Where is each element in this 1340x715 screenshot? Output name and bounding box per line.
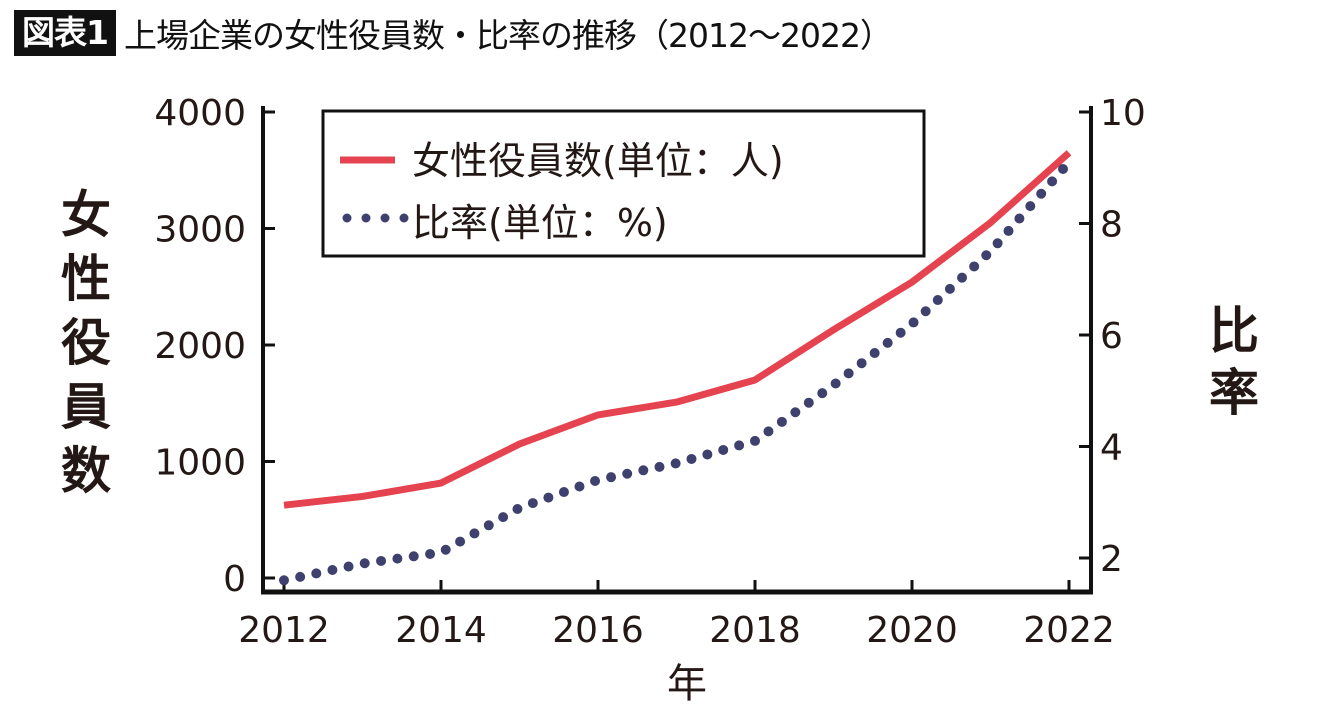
y-right-tick-label: 6 — [1100, 316, 1123, 357]
legend-box — [321, 109, 926, 258]
axis-titles: 女性役員数 比率 年 — [61, 186, 1259, 707]
axis-title-char: 女 — [61, 186, 111, 244]
legend-swatch-dot — [361, 213, 371, 223]
x-axis-title: 年 — [667, 661, 707, 707]
y-right-tick-label: 2 — [1100, 539, 1123, 580]
y-left-tick-label: 0 — [223, 559, 246, 600]
y-left-tick-label: 1000 — [154, 443, 246, 484]
x-tick-label: 2014 — [395, 610, 487, 651]
x-tick-label: 2020 — [866, 610, 958, 651]
x-tick-label: 2018 — [709, 610, 801, 651]
x-tick-label: 2022 — [1023, 610, 1115, 651]
series-layer — [279, 150, 1074, 586]
x-tick-label: 2012 — [238, 610, 330, 651]
axes — [261, 106, 1093, 595]
y-axis-left-title: 女性役員数 — [61, 186, 111, 500]
y-axis-right-title: 比率 — [1209, 302, 1259, 422]
y-left-tick-label: 4000 — [154, 93, 246, 134]
legend-label-ratio: 比率(単位：%) — [412, 201, 668, 245]
legend-swatch-ratio — [342, 213, 409, 223]
legend-swatch-dot — [342, 213, 352, 223]
chart-title: 図表1 上場企業の女性役員数・比率の推移（2012〜2022） — [14, 8, 893, 58]
ticks: 0 1000 2000 3000 4000 2 4 6 8 10 2012 2014 2016 2018 2… — [154, 93, 1145, 651]
y-left-tick-label: 2000 — [154, 326, 246, 367]
y-right-tick-label: 8 — [1100, 205, 1123, 246]
axis-title-char: 率 — [1209, 364, 1259, 422]
y-left-tick-label: 3000 — [154, 210, 246, 251]
legend-label-count: 女性役員数(単位：人) — [412, 139, 784, 183]
axis-title-char: 数 — [61, 442, 111, 500]
y-right-tick-label: 10 — [1100, 93, 1146, 134]
y-right-tick-label: 4 — [1100, 428, 1123, 469]
axis-title-char: 員 — [61, 378, 111, 436]
x-tick-label: 2016 — [552, 610, 644, 651]
axis-title-char: 役 — [61, 314, 111, 372]
axis-title-char: 性 — [61, 250, 111, 308]
legend: 女性役員数(単位：人) 比率(単位：%) — [321, 109, 926, 258]
legend-swatch-dot — [399, 213, 409, 223]
figure-badge: 図表1 — [14, 10, 116, 56]
legend-swatch-dot — [380, 213, 390, 223]
title-text: 上場企業の女性役員数・比率の推移（2012〜2022） — [123, 16, 893, 55]
axis-title-char: 比 — [1209, 302, 1259, 360]
